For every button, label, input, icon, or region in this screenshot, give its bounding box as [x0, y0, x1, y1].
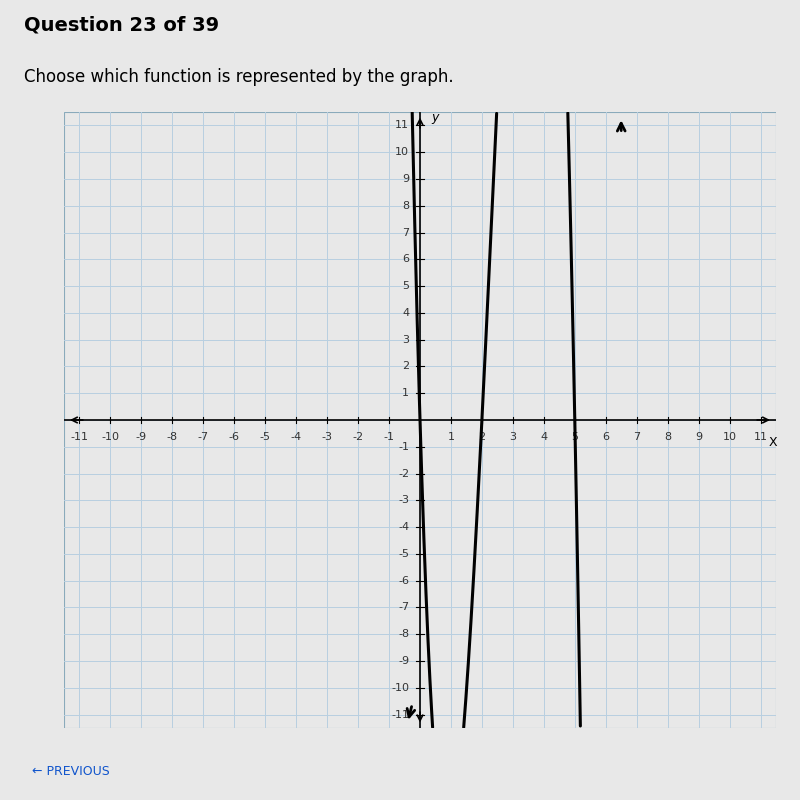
Text: 7: 7	[633, 432, 640, 442]
Text: -11: -11	[70, 432, 89, 442]
Text: 7: 7	[402, 227, 409, 238]
Text: 4: 4	[402, 308, 409, 318]
Text: 11: 11	[395, 120, 409, 130]
Text: -1: -1	[383, 432, 394, 442]
Text: 3: 3	[402, 334, 409, 345]
Text: 3: 3	[510, 432, 516, 442]
Text: Question 23 of 39: Question 23 of 39	[24, 15, 219, 34]
Text: -3: -3	[398, 495, 409, 506]
Text: -4: -4	[290, 432, 302, 442]
Text: X: X	[769, 436, 778, 449]
Text: -10: -10	[102, 432, 119, 442]
Text: 6: 6	[402, 254, 409, 264]
Text: -9: -9	[136, 432, 147, 442]
Text: -8: -8	[166, 432, 178, 442]
Text: 2: 2	[402, 362, 409, 371]
Text: 10: 10	[722, 432, 737, 442]
Text: 4: 4	[540, 432, 547, 442]
Text: 1: 1	[402, 388, 409, 398]
Text: -5: -5	[260, 432, 270, 442]
Text: -8: -8	[398, 630, 409, 639]
Text: 5: 5	[571, 432, 578, 442]
Text: 8: 8	[664, 432, 671, 442]
Text: -5: -5	[398, 549, 409, 559]
Text: 9: 9	[402, 174, 409, 184]
Text: y: y	[431, 111, 438, 124]
Text: 8: 8	[402, 201, 409, 210]
Text: -9: -9	[398, 656, 409, 666]
Text: -10: -10	[391, 683, 409, 693]
Text: 2: 2	[478, 432, 486, 442]
Text: 10: 10	[395, 147, 409, 157]
Text: 11: 11	[754, 432, 767, 442]
Text: -6: -6	[398, 576, 409, 586]
Text: -11: -11	[391, 710, 409, 720]
Text: -4: -4	[398, 522, 409, 532]
Text: -1: -1	[398, 442, 409, 452]
Text: ← PREVIOUS: ← PREVIOUS	[32, 765, 110, 778]
Text: 9: 9	[695, 432, 702, 442]
Text: 1: 1	[447, 432, 454, 442]
Text: 5: 5	[402, 281, 409, 291]
Text: -7: -7	[398, 602, 409, 613]
Text: Choose which function is represented by the graph.: Choose which function is represented by …	[24, 68, 454, 86]
Text: 6: 6	[602, 432, 610, 442]
Text: -2: -2	[353, 432, 364, 442]
Text: -7: -7	[198, 432, 209, 442]
Text: -3: -3	[322, 432, 333, 442]
Text: -2: -2	[398, 469, 409, 478]
Text: -6: -6	[229, 432, 240, 442]
